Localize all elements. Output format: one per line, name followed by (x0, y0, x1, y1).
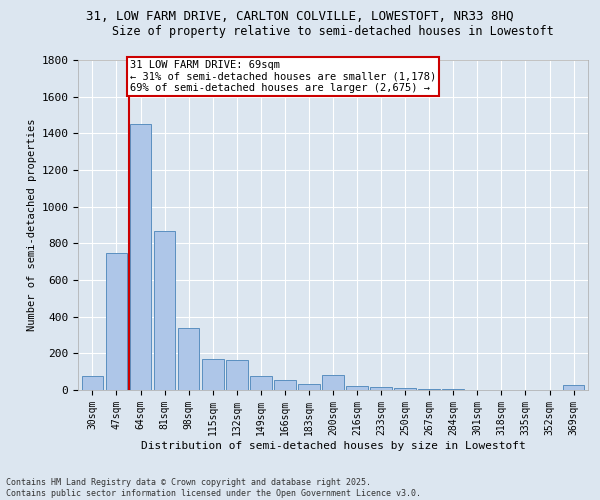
Bar (106, 252, 127, 390)
Bar (178, 328, 199, 390)
Bar (370, 387, 392, 390)
Bar (250, 376, 272, 390)
Bar (298, 384, 320, 390)
Bar (563, 386, 584, 390)
Bar (322, 376, 344, 390)
Text: Contains HM Land Registry data © Crown copyright and database right 2025.
Contai: Contains HM Land Registry data © Crown c… (6, 478, 421, 498)
Bar (82, 376, 103, 390)
Bar (202, 359, 224, 390)
X-axis label: Distribution of semi-detached houses by size in Lowestoft: Distribution of semi-detached houses by … (140, 440, 526, 450)
Title: Size of property relative to semi-detached houses in Lowestoft: Size of property relative to semi-detach… (112, 25, 554, 38)
Bar (346, 386, 368, 390)
Text: 31 LOW FARM DRIVE: 69sqm
← 31% of semi-detached houses are smaller (1,178)
69% o: 31 LOW FARM DRIVE: 69sqm ← 31% of semi-d… (130, 60, 436, 93)
Bar (130, 124, 151, 390)
Text: 31, LOW FARM DRIVE, CARLTON COLVILLE, LOWESTOFT, NR33 8HQ: 31, LOW FARM DRIVE, CARLTON COLVILLE, LO… (86, 10, 514, 23)
Bar (394, 388, 416, 390)
Bar (226, 360, 248, 390)
Bar (274, 380, 296, 390)
Bar (418, 389, 440, 390)
Y-axis label: Number of semi-detached properties: Number of semi-detached properties (27, 118, 37, 331)
Bar (154, 230, 175, 390)
